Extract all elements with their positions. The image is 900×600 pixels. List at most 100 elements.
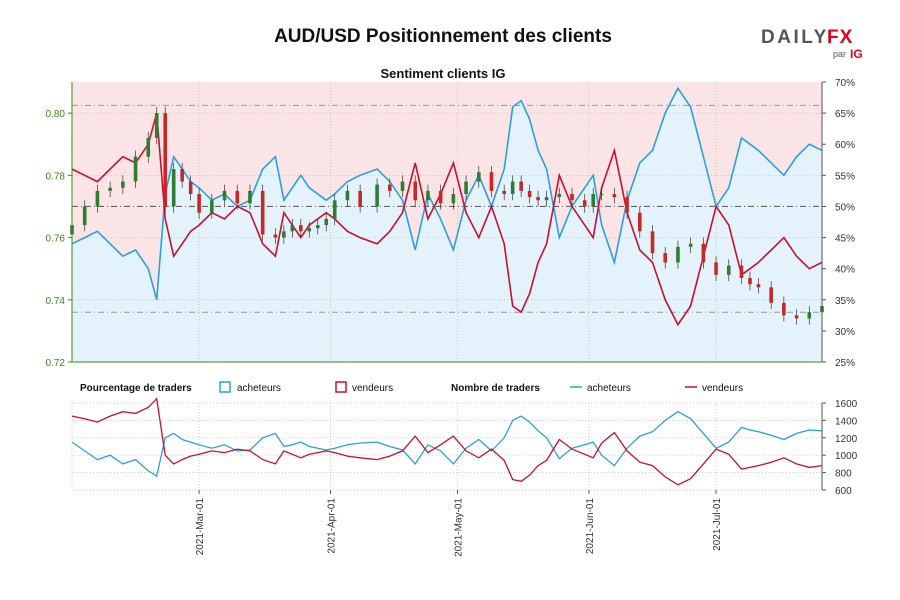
candle-body bbox=[180, 169, 184, 182]
candle-body bbox=[108, 187, 112, 191]
candle-body bbox=[133, 156, 138, 182]
candle bbox=[807, 306, 812, 325]
count-tick-label: 1600 bbox=[835, 399, 858, 410]
price-tick-label: 0.78 bbox=[46, 171, 66, 182]
candle bbox=[582, 194, 587, 213]
candle bbox=[235, 184, 240, 210]
candle-body bbox=[210, 200, 214, 213]
date-tick-label: 2021-Jul-01 bbox=[712, 498, 723, 551]
candle bbox=[663, 246, 668, 269]
candle bbox=[82, 200, 87, 232]
count-line-vendeurs bbox=[71, 397, 823, 486]
candle bbox=[688, 237, 693, 254]
legend-pct-sell-box bbox=[335, 381, 347, 393]
candle-body bbox=[663, 253, 668, 263]
candle bbox=[714, 256, 718, 282]
pct-tick-label: 60% bbox=[835, 140, 855, 151]
candle-body bbox=[197, 194, 201, 213]
candle-body bbox=[570, 194, 574, 201]
candle-body bbox=[591, 194, 595, 207]
pct-tick-label: 40% bbox=[835, 265, 855, 276]
candle bbox=[591, 187, 595, 213]
pct-tick-label: 70% bbox=[835, 78, 855, 89]
candle bbox=[146, 131, 151, 163]
candle-body bbox=[260, 190, 265, 235]
candle bbox=[625, 190, 629, 219]
logo-ig: IG bbox=[850, 47, 863, 61]
candle bbox=[464, 175, 468, 201]
candle bbox=[332, 194, 337, 226]
pct-axis-labels: 25% 30% 35% 40% 45% 50% 55% 60% 65% 70% bbox=[822, 78, 855, 369]
legend-pct-buy-box bbox=[219, 381, 231, 393]
candle-body bbox=[307, 228, 312, 232]
candle-body bbox=[95, 190, 100, 207]
candle bbox=[510, 175, 515, 201]
candle bbox=[756, 278, 761, 294]
candle bbox=[210, 194, 214, 219]
candle bbox=[701, 237, 706, 269]
candle bbox=[502, 184, 507, 201]
chart-title: AUD/USD Positionnement des clients bbox=[274, 26, 612, 47]
candle-body bbox=[358, 190, 362, 207]
candle bbox=[451, 187, 456, 210]
candle bbox=[171, 162, 176, 213]
candle-body bbox=[375, 184, 379, 207]
candle bbox=[315, 218, 320, 235]
price-axis-labels: 0.72 0.74 0.76 0.78 0.80 bbox=[46, 109, 72, 369]
candle bbox=[133, 150, 138, 188]
candle bbox=[387, 178, 392, 198]
candle bbox=[612, 187, 617, 204]
candle-body bbox=[426, 190, 430, 201]
legend-count-sell-label: vendeurs bbox=[702, 383, 743, 394]
candle-body bbox=[625, 197, 629, 213]
candle-body bbox=[701, 243, 706, 263]
candle bbox=[726, 259, 731, 282]
candle bbox=[282, 225, 286, 244]
count-tick-label: 1200 bbox=[835, 434, 858, 445]
count-tick-label: 1400 bbox=[835, 416, 858, 427]
candle-body bbox=[714, 262, 718, 275]
candle bbox=[163, 106, 168, 213]
logo-daily: DAILY bbox=[761, 27, 829, 48]
legend-pct-buy-label: acheteurs bbox=[237, 383, 281, 394]
legend-pct-sell-label: vendeurs bbox=[352, 383, 393, 394]
candle-body bbox=[726, 265, 731, 275]
candle bbox=[426, 184, 430, 207]
price-tick-label: 0.80 bbox=[46, 109, 66, 120]
candle bbox=[413, 175, 418, 207]
count-tick-label: 600 bbox=[835, 486, 852, 497]
candle-body bbox=[476, 172, 481, 182]
candle bbox=[273, 228, 278, 244]
candle-body bbox=[146, 138, 151, 157]
legend-pct-title: Pourcentage de traders bbox=[80, 383, 192, 394]
date-labels: 2021-Mar-01 2021-Apr-01 2021-May-01 2021-Ju… bbox=[195, 490, 723, 557]
pct-tick-label: 55% bbox=[835, 171, 855, 182]
price-tick-label: 0.72 bbox=[46, 358, 66, 369]
candle-body bbox=[612, 194, 617, 198]
count-tick-label: 1000 bbox=[835, 451, 858, 462]
candle-body bbox=[387, 184, 392, 191]
candle-body bbox=[171, 169, 176, 207]
candle-body bbox=[536, 197, 540, 201]
candle-body bbox=[121, 181, 125, 188]
date-tick-label: 2021-Jun-01 bbox=[585, 498, 596, 555]
candle-body bbox=[82, 206, 87, 226]
candle bbox=[544, 190, 549, 207]
price-tick-label: 0.76 bbox=[46, 234, 66, 245]
candle bbox=[307, 222, 312, 238]
candle-body bbox=[299, 225, 303, 232]
lower-grid bbox=[71, 402, 822, 491]
candle-body bbox=[451, 194, 456, 204]
candle-body bbox=[502, 190, 507, 194]
candle bbox=[637, 206, 642, 238]
count-tick-label: 800 bbox=[835, 469, 852, 480]
sentiment-subtitle: Sentiment clients IG bbox=[381, 66, 506, 81]
candle-body bbox=[273, 234, 278, 238]
pct-tick-label: 25% bbox=[835, 358, 855, 369]
candle-body bbox=[290, 225, 295, 232]
legend: Pourcentage de traders acheteurs vendeur… bbox=[80, 381, 743, 394]
main-panel: 0.72 0.74 0.76 0.78 0.80 25% 30% 35% 40% 45% 50% 5… bbox=[46, 78, 856, 369]
date-tick-label: 2021-Mar-01 bbox=[195, 498, 206, 556]
candle bbox=[476, 166, 481, 188]
candle-body bbox=[489, 172, 494, 191]
